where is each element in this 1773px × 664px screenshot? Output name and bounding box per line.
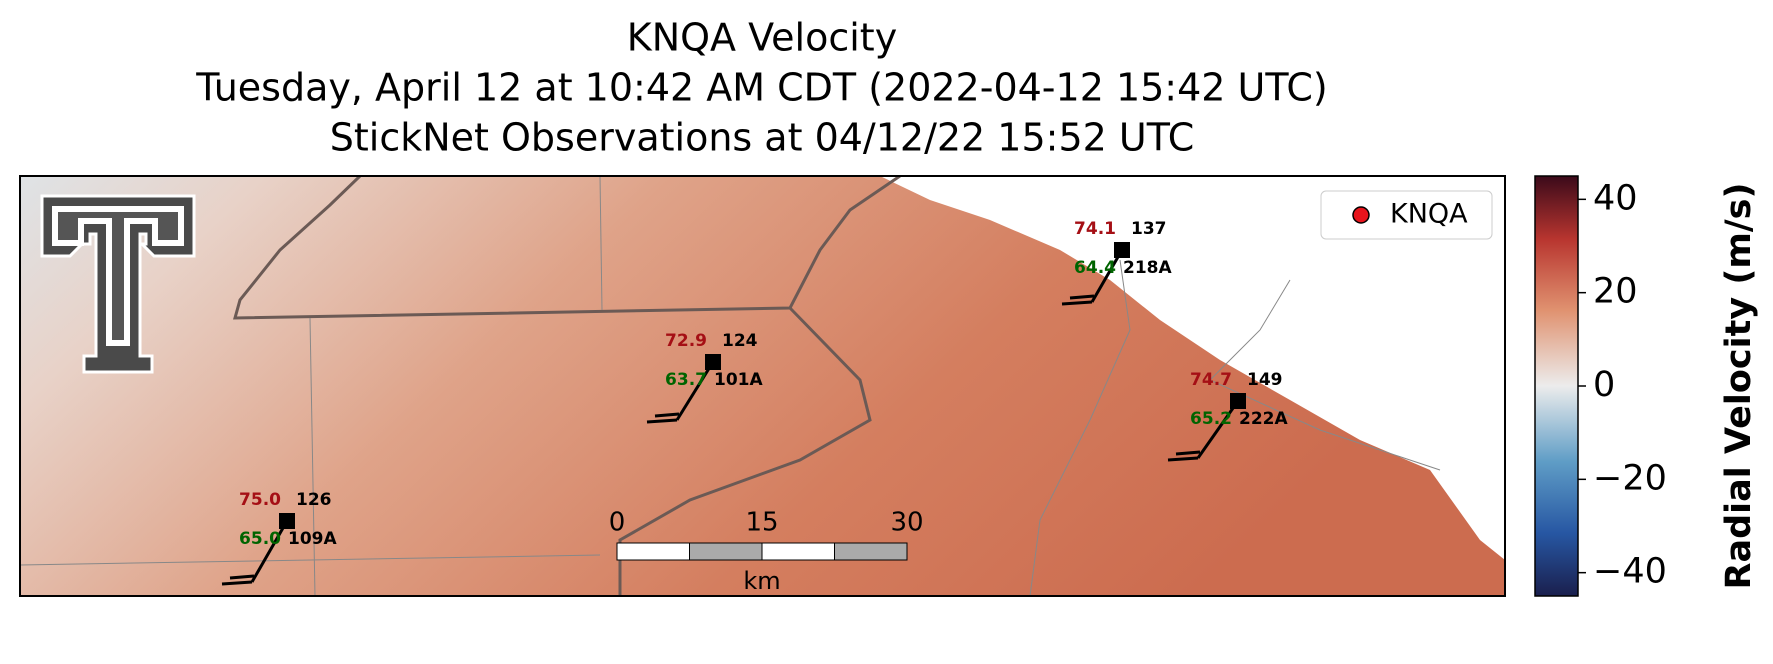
- title-line: KNQA Velocity: [627, 16, 897, 60]
- stations: 75.0 126 65.0 109A 72.9 124 63.7 101A 74.1 137 64.…: [221, 219, 1288, 586]
- wind-barb: [1175, 450, 1201, 456]
- scale-segment: [834, 542, 908, 561]
- scale-tick-label: 30: [890, 508, 923, 538]
- station-marker: [1230, 393, 1246, 409]
- dewpoint: 63.7: [665, 370, 707, 390]
- temperature: 74.7: [1190, 370, 1232, 390]
- county-line: [599, 176, 603, 311]
- wind-barb: [221, 580, 253, 586]
- station-code: 109A: [288, 529, 337, 549]
- scale-segment: [689, 542, 763, 561]
- scale-tick-label: 0: [609, 508, 626, 538]
- legend-marker: [1352, 206, 1370, 224]
- legend-box: [1320, 190, 1493, 240]
- wind-barb: [1061, 300, 1093, 306]
- colorbar-tick-label: −20: [1593, 458, 1667, 498]
- scale-tick-label: 15: [745, 508, 778, 538]
- county-line: [1209, 279, 1441, 471]
- wind-barb: [229, 574, 255, 580]
- colorbar: [1534, 175, 1579, 597]
- scale-bar: km 0 15 30: [609, 508, 924, 596]
- wind-barb: [646, 418, 678, 424]
- no-data-area: [880, 176, 1505, 560]
- wind-barb: [675, 361, 715, 421]
- county-line: [309, 317, 316, 596]
- map: [20, 176, 1505, 596]
- dewpoint: 64.4: [1074, 258, 1116, 278]
- dewpoint: 65.0: [239, 529, 281, 549]
- station-id: 124: [722, 331, 758, 351]
- colorbar-tick-label: 20: [1593, 272, 1638, 312]
- legend-label: KNQA: [1390, 199, 1468, 230]
- station-id: 137: [1131, 219, 1167, 239]
- title-line: StickNet Observations at 04/12/22 15:52 …: [330, 116, 1194, 160]
- scale-segment: [761, 542, 835, 561]
- colorbar-tick-label: 0: [1593, 365, 1615, 405]
- station-marker: [705, 354, 721, 370]
- station-id: 126: [296, 490, 332, 510]
- wind-barb: [1069, 294, 1095, 300]
- station-marker: [279, 513, 295, 529]
- colorbar-tick-label: 40: [1593, 178, 1638, 218]
- logo: [40, 194, 196, 374]
- station-code: 218A: [1123, 258, 1172, 278]
- wind-barb: [1196, 400, 1240, 459]
- river-border: [618, 306, 872, 596]
- station-marker: [1114, 242, 1130, 258]
- scale-segment: [616, 542, 690, 561]
- county-border: [233, 176, 901, 320]
- station-id: 149: [1247, 370, 1283, 390]
- title-line: Tuesday, April 12 at 10:42 AM CDT (2022-…: [195, 66, 1327, 110]
- colorbar-tick-label: −40: [1593, 552, 1667, 592]
- county-line: [20, 554, 601, 566]
- wind-barb: [250, 520, 289, 583]
- wind-barb: [1090, 249, 1124, 303]
- scale-unit: km: [743, 567, 780, 595]
- temperature: 74.1: [1074, 219, 1116, 239]
- map-frame: [19, 175, 1506, 597]
- wind-barb: [1167, 456, 1199, 462]
- station-code: 101A: [714, 370, 763, 390]
- station-code: 222A: [1239, 409, 1288, 429]
- colorbar-ticks: 40 20 0 −20 −40: [1578, 178, 1667, 592]
- wind-barb: [654, 412, 680, 418]
- colorbar-label: Radial Velocity (m/s): [1719, 183, 1759, 590]
- temperature: 75.0: [239, 490, 281, 510]
- dewpoint: 65.2: [1190, 409, 1232, 429]
- temperature: 72.9: [665, 331, 707, 351]
- county-line: [1029, 259, 1131, 596]
- legend: KNQA: [1320, 190, 1493, 240]
